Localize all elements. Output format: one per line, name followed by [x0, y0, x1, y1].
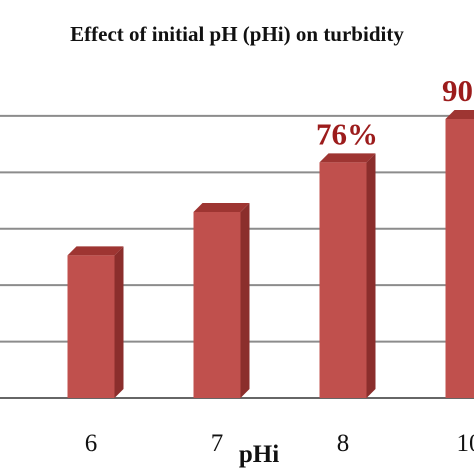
x-tick-label: 8: [337, 430, 350, 457]
bar-top: [319, 153, 376, 163]
bar-top: [193, 203, 250, 212]
bar-side: [240, 203, 250, 398]
bar: [445, 119, 474, 398]
x-tick-label: 7: [211, 430, 224, 457]
bar-top: [445, 110, 474, 119]
x-tick-label: 10: [457, 430, 474, 457]
bar-side: [114, 246, 124, 398]
bars: [67, 110, 474, 398]
bar-top: [67, 246, 124, 256]
data-label: 90%: [442, 73, 474, 108]
chart-title: Effect of initial pH (pHi) on turbidity: [70, 22, 404, 46]
bar: [67, 255, 115, 398]
labels: 6 7 8 76% 10 90% pHi: [85, 73, 474, 468]
bar-side: [366, 153, 376, 398]
data-label: 76%: [316, 116, 378, 151]
x-axis-label: pHi: [239, 441, 279, 468]
bar: [319, 162, 367, 398]
bar: [193, 212, 241, 398]
x-tick-label: 6: [85, 430, 98, 457]
